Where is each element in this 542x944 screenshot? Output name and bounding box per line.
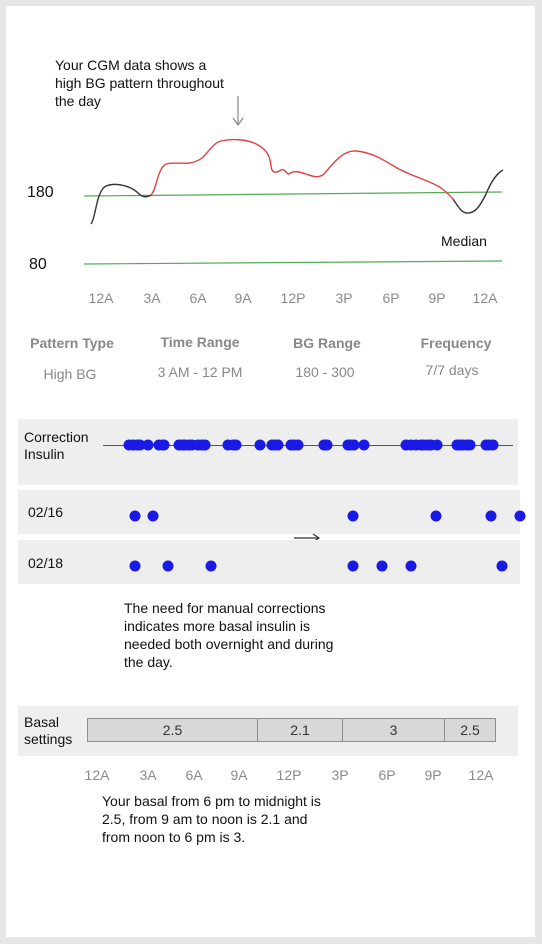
cgm-chart xyxy=(83,96,504,265)
correction-dot[interactable] xyxy=(376,560,388,572)
high-threshold-line xyxy=(83,191,503,197)
x-tick: 6P xyxy=(382,290,400,306)
pattern-type-value: High BG xyxy=(43,366,97,382)
correction-dot[interactable] xyxy=(321,439,333,451)
basal-settings-band: Basal settings 2.5 2.1 3 2.5 xyxy=(18,706,518,756)
x-tick: 6P xyxy=(378,767,396,783)
frequency-value: 7/7 days xyxy=(425,362,479,378)
day-row: 02/18 xyxy=(18,540,520,584)
correction-dot[interactable] xyxy=(292,439,303,451)
basal-segment[interactable]: 2.5 xyxy=(444,718,496,742)
x-tick: 12P xyxy=(280,290,306,306)
x-tick: 12A xyxy=(472,290,498,306)
correction-dot[interactable] xyxy=(205,560,217,572)
basal-segment[interactable]: 2.1 xyxy=(257,718,343,742)
corrections-annotation: The need for manual corrections indicate… xyxy=(124,600,334,670)
correction-dot[interactable] xyxy=(230,439,242,451)
y-label-180: 180 xyxy=(27,184,54,201)
bg-range-value: 180 - 300 xyxy=(295,364,355,380)
day-row: 02/16 xyxy=(18,490,526,534)
correction-insulin-label: Correction Insulin xyxy=(24,429,89,462)
report-card: Your CGM data shows a high BG pattern th… xyxy=(6,6,535,937)
correction-dot[interactable] xyxy=(162,560,173,572)
basal-bar: 2.5 2.1 3 2.5 xyxy=(87,718,496,742)
x-tick: 3A xyxy=(139,767,157,783)
pattern-type-header: Pattern Type xyxy=(30,335,114,351)
basal-annotation: Your basal from 6 pm to midnight is 2.5,… xyxy=(102,793,321,845)
cgm-trace-normal-start xyxy=(90,183,152,225)
correction-dot[interactable] xyxy=(425,439,437,451)
correction-dot[interactable] xyxy=(147,510,159,522)
basal-segment[interactable]: 2.5 xyxy=(87,718,258,742)
x-tick: 9A xyxy=(234,290,252,306)
correction-dot[interactable] xyxy=(158,439,170,451)
correction-dot[interactable] xyxy=(347,510,359,522)
correction-dot[interactable] xyxy=(272,439,284,451)
day-dots-track xyxy=(18,510,526,522)
median-label: Median xyxy=(441,233,487,249)
day-row-date: 02/18 xyxy=(28,555,64,571)
basal-segment[interactable]: 3 xyxy=(342,718,445,742)
correction-dot[interactable] xyxy=(134,439,146,451)
correction-dot[interactable] xyxy=(199,439,211,451)
x-tick: 3A xyxy=(143,290,161,306)
day-dots-track xyxy=(18,560,520,572)
correction-timeline-line xyxy=(103,445,513,446)
frequency-header: Frequency xyxy=(420,335,492,351)
down-arrow-icon xyxy=(232,96,244,127)
correction-dot[interactable] xyxy=(496,560,508,572)
x-tick: 12P xyxy=(276,767,302,783)
correction-dot[interactable] xyxy=(464,439,476,451)
correction-dot[interactable] xyxy=(348,439,360,451)
y-label-80: 80 xyxy=(29,256,47,273)
cgm-annotation: Your CGM data shows a high BG pattern th… xyxy=(55,57,224,109)
cgm-trace-normal-end xyxy=(452,169,504,214)
x-tick: 3P xyxy=(335,290,353,306)
low-threshold-line xyxy=(83,260,503,265)
time-range-header: Time Range xyxy=(160,334,240,350)
combined-dots-track xyxy=(18,439,518,451)
x-tick: 12A xyxy=(468,767,494,783)
correction-dot[interactable] xyxy=(347,560,359,572)
x-tick: 3P xyxy=(331,767,349,783)
correction-dot[interactable] xyxy=(358,439,370,451)
x-tick: 6A xyxy=(185,767,203,783)
correction-dot[interactable] xyxy=(186,439,198,451)
day-row-date: 02/16 xyxy=(28,504,64,520)
correction-insulin-band: Correction Insulin xyxy=(18,419,518,485)
x-tick: 12A xyxy=(84,767,110,783)
correction-dot[interactable] xyxy=(142,439,154,451)
correction-dot[interactable] xyxy=(129,510,141,522)
bg-range-header: BG Range xyxy=(293,335,361,351)
correction-dot[interactable] xyxy=(129,560,141,572)
time-range-value: 3 AM - 12 PM xyxy=(157,364,243,380)
correction-dot[interactable] xyxy=(487,439,498,451)
x-tick: 9P xyxy=(424,767,442,783)
correction-dot[interactable] xyxy=(431,439,443,451)
x-tick: 6A xyxy=(189,290,207,306)
correction-dot[interactable] xyxy=(430,510,442,522)
x-tick: 9P xyxy=(428,290,446,306)
basal-settings-label: Basal settings xyxy=(24,714,73,747)
correction-dot[interactable] xyxy=(514,510,526,522)
cgm-trace-high xyxy=(150,138,454,200)
x-tick: 9A xyxy=(230,767,248,783)
correction-dot[interactable] xyxy=(254,439,266,451)
x-tick: 12A xyxy=(88,290,114,306)
correction-dot[interactable] xyxy=(405,560,417,572)
correction-dot[interactable] xyxy=(485,510,497,522)
